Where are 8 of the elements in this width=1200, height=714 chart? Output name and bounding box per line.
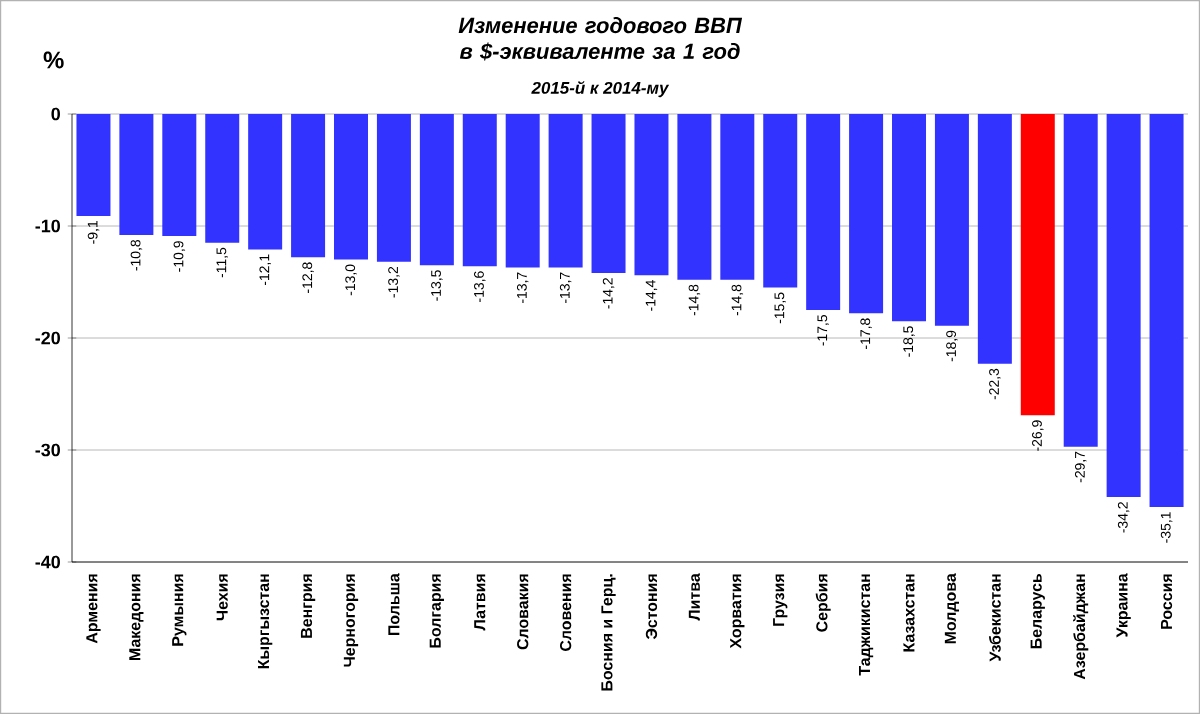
y-tick-label: -40 — [35, 555, 60, 569]
chart-title: Изменение годового ВВП в $-эквиваленте за 1 год — [458, 17, 743, 61]
y-tick-label: -20 — [35, 331, 60, 345]
y-axis-title: % — [43, 51, 64, 69]
y-tick-label: -30 — [35, 443, 60, 457]
chart-subtitle: 2015-й к 2014-му — [531, 81, 670, 98]
y-tick-label: 0 — [51, 107, 60, 121]
y-tick-label: -10 — [35, 219, 60, 233]
